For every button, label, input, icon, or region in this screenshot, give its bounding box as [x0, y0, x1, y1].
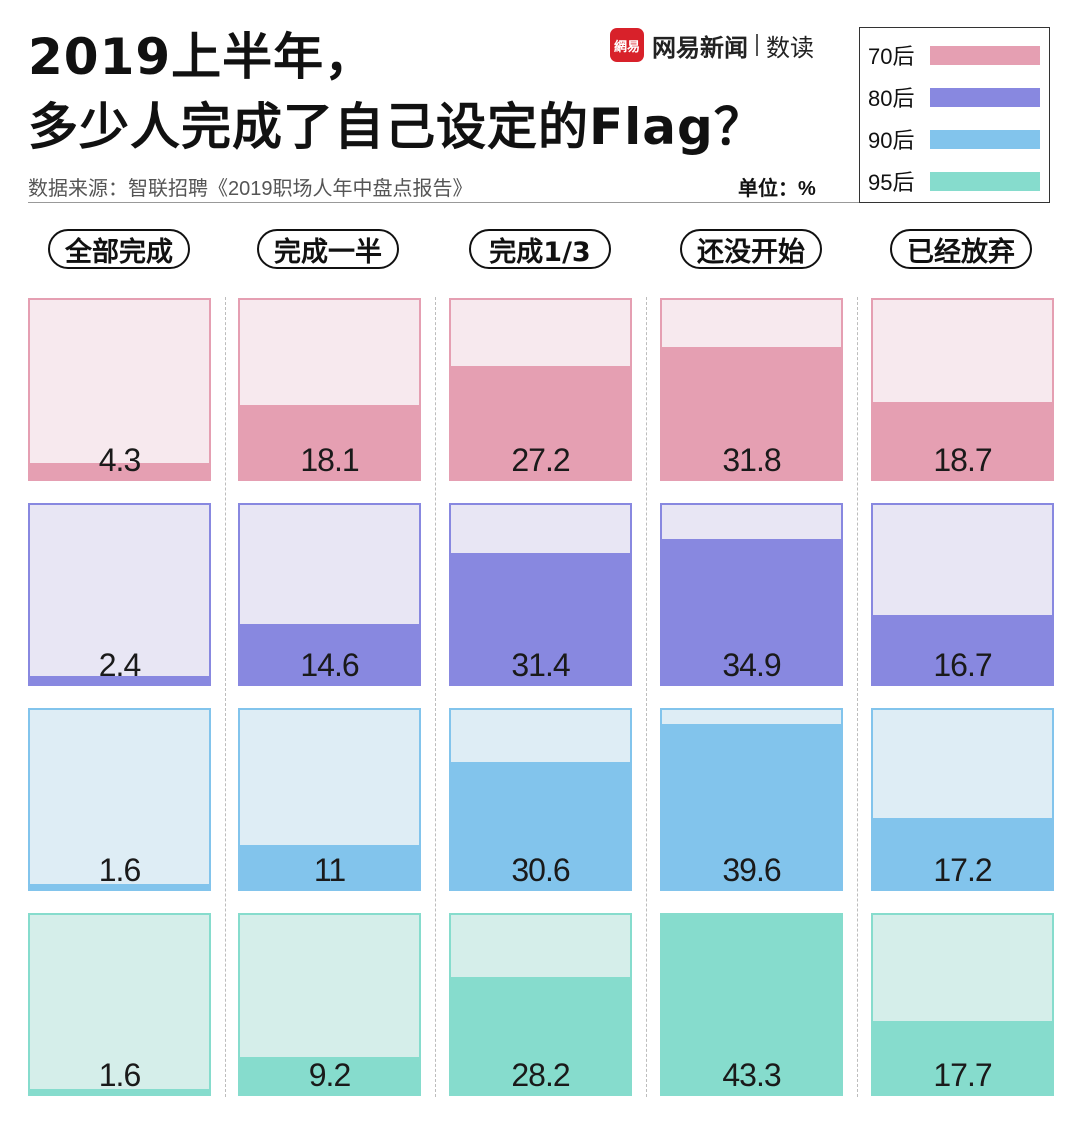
bar-cell: 28.2: [449, 913, 632, 1096]
data-label: 18.7: [933, 442, 992, 478]
bar: [238, 844, 421, 891]
category-header-half-done: 完成一半: [257, 229, 399, 269]
data-label: 14.6: [300, 647, 359, 683]
data-label: 18.1: [300, 442, 359, 478]
column-divider: [435, 297, 436, 1097]
data-label: 1.6: [98, 852, 141, 888]
bar: [28, 675, 211, 686]
bar-cell: 18.1: [238, 298, 421, 481]
legend-label: 80后: [868, 86, 915, 111]
bar-cell: 17.7: [871, 913, 1054, 1096]
bar-cell: 16.7: [871, 503, 1054, 686]
bar-cell: 30.6: [449, 708, 632, 891]
chart-title-line1: 2019上半年，: [28, 28, 376, 86]
data-label: 34.9: [722, 647, 781, 683]
brand-subtitle: 数读: [766, 33, 814, 62]
bar: [449, 553, 632, 686]
category-header-third-done: 完成1/3: [469, 229, 611, 269]
data-label: 28.2: [511, 1057, 570, 1093]
brand-separator: [756, 34, 758, 56]
bar: [660, 538, 843, 686]
bar: [28, 884, 211, 891]
legend-item-95s: 95后: [868, 160, 1049, 202]
data-label: 30.6: [511, 852, 570, 888]
netease-logo-icon: 網易: [610, 28, 644, 62]
data-label: 17.7: [933, 1057, 992, 1093]
bar-cell: 18.7: [871, 298, 1054, 481]
category-header-given-up: 已经放弃: [890, 229, 1032, 269]
column-divider: [225, 297, 226, 1097]
bar-cell: 1.6: [28, 913, 211, 1096]
data-label: 4.3: [98, 442, 141, 478]
bar-cell: 9.2: [238, 913, 421, 1096]
legend-item-80s: 80后: [868, 76, 1049, 118]
data-label: 43.3: [722, 1057, 781, 1093]
unit-label: 单位：%: [738, 178, 816, 200]
bar-cell: 4.3: [28, 298, 211, 481]
bar: [238, 1057, 421, 1096]
bar: [871, 615, 1054, 686]
bar: [660, 723, 843, 891]
legend-label: 70后: [868, 44, 915, 69]
bar-cell: 1.6: [28, 708, 211, 891]
data-source: 数据来源：智联招聘《2019职场人年中盘点报告》: [28, 178, 473, 200]
bar: [660, 913, 843, 1096]
bar-cell: 27.2: [449, 298, 632, 481]
category-header-not-started: 还没开始: [680, 229, 822, 269]
data-label: 17.2: [933, 852, 992, 888]
legend-swatch: [930, 87, 1040, 107]
legend-swatch: [930, 171, 1040, 191]
bar: [28, 1089, 211, 1096]
bar-cell: 31.8: [660, 298, 843, 481]
column-divider: [646, 297, 647, 1097]
data-label: 11: [313, 852, 346, 888]
chart-title-line2: 多少人完成了自己设定的Flag？: [28, 98, 765, 156]
data-label: 27.2: [511, 442, 570, 478]
legend-label: 90后: [868, 128, 915, 153]
bar: [871, 1021, 1054, 1096]
bar: [871, 818, 1054, 891]
bar-background: [28, 708, 211, 891]
bar-cell: 2.4: [28, 503, 211, 686]
legend-label: 95后: [868, 170, 915, 195]
data-label: 31.4: [511, 647, 570, 683]
legend-item-70s: 70后: [868, 34, 1049, 76]
bar-cell: 39.6: [660, 708, 843, 891]
bar: [238, 624, 421, 686]
bar: [871, 401, 1054, 481]
legend-swatch: [930, 129, 1040, 149]
legend: 70后 80后 90后 95后: [859, 27, 1050, 203]
bar: [449, 761, 632, 891]
legend-item-90s: 90后: [868, 118, 1049, 160]
bar-cell: 31.4: [449, 503, 632, 686]
bar-cell: 14.6: [238, 503, 421, 686]
category-header-all-done: 全部完成: [48, 229, 190, 269]
header-divider: [28, 202, 859, 203]
data-label: 2.4: [98, 647, 141, 683]
bar-cell: 43.3: [660, 913, 843, 1096]
bar: [449, 976, 632, 1096]
data-label: 16.7: [933, 647, 992, 683]
bar-cell: 11: [238, 708, 421, 891]
bar: [660, 346, 843, 481]
bar-cell: 17.2: [871, 708, 1054, 891]
data-label: 31.8: [722, 442, 781, 478]
bar-cell: 34.9: [660, 503, 843, 686]
brand-name: 网易新闻: [652, 33, 748, 62]
data-label: 39.6: [722, 852, 781, 888]
bar: [449, 366, 632, 481]
bar: [238, 404, 421, 481]
column-divider: [857, 297, 858, 1097]
data-label: 9.2: [308, 1057, 351, 1093]
bar: [28, 462, 211, 481]
legend-swatch: [930, 45, 1040, 65]
data-label: 1.6: [98, 1057, 141, 1093]
brand: 網易 网易新闻 数读: [610, 28, 814, 62]
bar-background: [28, 298, 211, 481]
